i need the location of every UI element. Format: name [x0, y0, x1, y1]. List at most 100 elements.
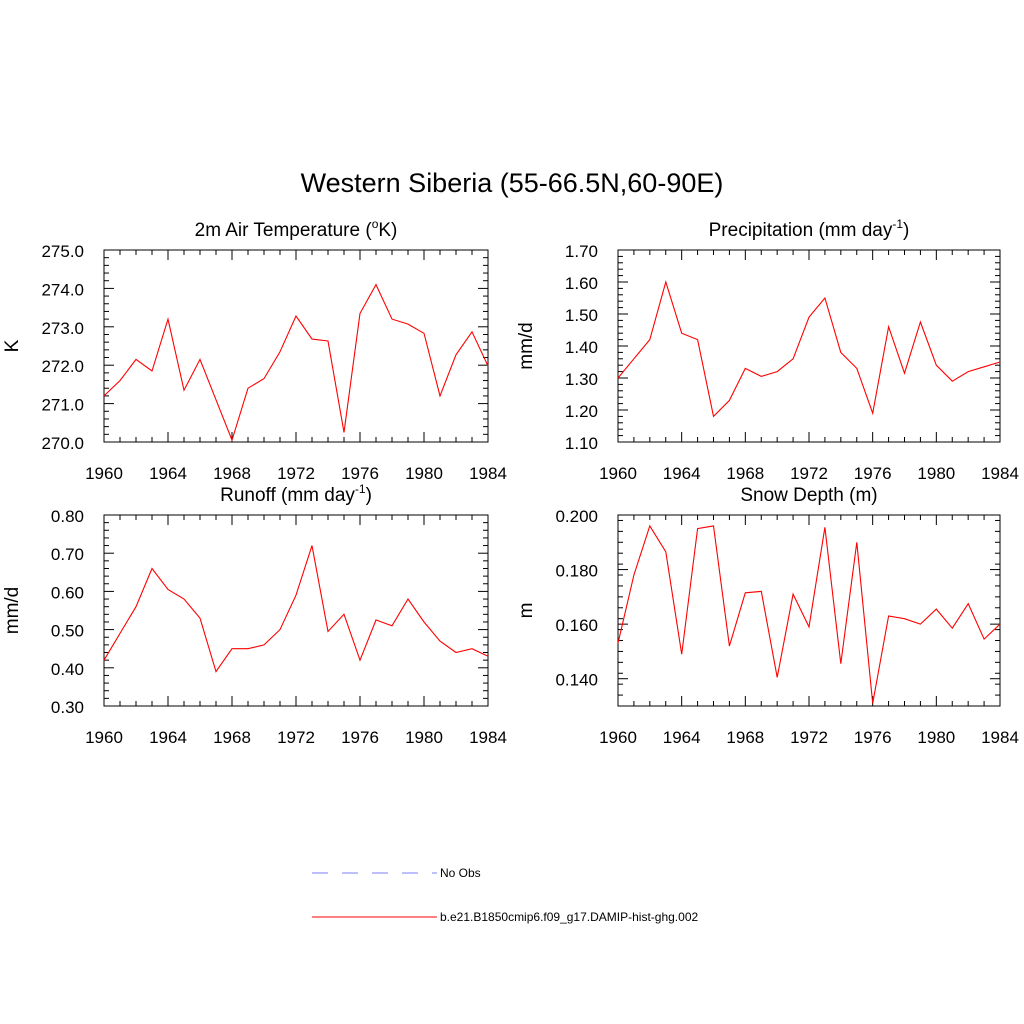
data-point: [729, 645, 730, 646]
y-tick-label: 0.50: [51, 622, 84, 641]
data-point: [279, 351, 280, 352]
data-point: [729, 400, 730, 401]
x-tick-label: 1980: [917, 728, 955, 747]
data-point: [439, 640, 440, 641]
x-tick-label: 1968: [726, 728, 764, 747]
y-tick-label: 1.10: [565, 434, 598, 453]
data-point: [151, 370, 152, 371]
data-point: [808, 317, 809, 318]
data-point: [423, 333, 424, 334]
x-tick-label: 1972: [277, 728, 315, 747]
data-point: [327, 340, 328, 341]
data-point: [279, 629, 280, 630]
y-tick-label: 1.40: [565, 338, 598, 357]
x-tick-label: 1960: [599, 464, 637, 483]
data-point: [936, 609, 937, 610]
y-tick-label: 1.50: [565, 306, 598, 325]
data-point: [263, 644, 264, 645]
y-tick-label: 0.160: [555, 616, 598, 635]
data-point: [840, 352, 841, 353]
data-point: [840, 663, 841, 664]
y-axis-label: mm/d: [516, 322, 537, 370]
data-point: [952, 628, 953, 629]
x-tick-label: 1980: [405, 728, 443, 747]
data-point: [824, 527, 825, 528]
figure-title: Western Siberia (55-66.5N,60-90E): [300, 168, 724, 198]
data-point: [375, 619, 376, 620]
data-point: [681, 654, 682, 655]
series-line-1: [103, 283, 489, 442]
data-point: [183, 390, 184, 391]
x-tick-label: 1964: [663, 464, 701, 483]
data-point: [968, 603, 969, 604]
panel-title: 2m Air Temperature (oK): [195, 217, 398, 241]
data-point: [455, 652, 456, 653]
y-axis-label: mm/d: [2, 587, 23, 635]
data-point: [391, 319, 392, 320]
data-point: [999, 624, 1000, 625]
x-tick-label: 1972: [790, 464, 828, 483]
x-tick-label: 1968: [726, 464, 764, 483]
panel-title-main: Runoff (mm day: [220, 485, 355, 506]
data-point: [391, 625, 392, 626]
x-tick-label: 1964: [149, 464, 187, 483]
x-tick-label: 1984: [469, 728, 507, 747]
y-tick-label: 1.60: [565, 274, 598, 293]
panel-title-main: Precipitation (mm day: [709, 220, 893, 241]
data-point: [199, 618, 200, 619]
data-point: [761, 591, 762, 592]
x-tick-label: 1984: [981, 464, 1019, 483]
data-point: [777, 371, 778, 372]
x-tick-label: 1968: [213, 464, 251, 483]
panel-title-suffix: ): [903, 220, 909, 241]
y-tick-label: 0.40: [51, 660, 84, 679]
panel-title: Runoff (mm day-1): [220, 482, 372, 506]
plot-frame: [617, 249, 1001, 443]
data-point: [792, 594, 793, 595]
panel-title-main: 2m Air Temperature (: [195, 220, 373, 241]
data-point: [808, 626, 809, 627]
data-point: [649, 339, 650, 340]
data-point: [375, 284, 376, 285]
chart-panel-4: 1960 1964 1968 1972 1976 1980 1984 0.140 0.160 0.…: [516, 485, 1019, 747]
x-tick-label: 1976: [341, 464, 379, 483]
x-tick-label: 1972: [790, 728, 828, 747]
data-point: [311, 545, 312, 546]
y-tick-label: 0.140: [555, 671, 598, 690]
data-point: [487, 656, 488, 657]
x-tick-label: 1960: [599, 728, 637, 747]
data-point: [407, 598, 408, 599]
data-point: [103, 395, 104, 396]
series-line-1: [103, 545, 489, 673]
x-tick-label: 1984: [981, 728, 1019, 747]
data-point: [761, 376, 762, 377]
x-tick-label: 1960: [85, 728, 123, 747]
data-point: [888, 326, 889, 327]
data-point: [135, 606, 136, 607]
data-point: [167, 589, 168, 590]
panel-title-superscript: -1: [355, 482, 366, 496]
data-point: [167, 319, 168, 320]
x-tick-label: 1964: [149, 728, 187, 747]
y-tick-label: 0.60: [51, 583, 84, 602]
x-tick-label: 1976: [854, 728, 892, 747]
data-point: [119, 633, 120, 634]
data-point: [872, 703, 873, 704]
panel-title: Snow Depth (m): [740, 485, 877, 506]
y-tick-label: 0.200: [555, 507, 598, 526]
data-point: [904, 373, 905, 374]
data-point: [872, 413, 873, 414]
data-point: [936, 365, 937, 366]
x-tick-label: 1976: [341, 728, 379, 747]
data-point: [633, 574, 634, 575]
data-point: [681, 333, 682, 334]
data-point: [633, 358, 634, 359]
data-point: [792, 358, 793, 359]
y-tick-label: 0.70: [51, 545, 84, 564]
data-point: [983, 639, 984, 640]
data-point: [183, 598, 184, 599]
data-point: [359, 660, 360, 661]
data-point: [407, 324, 408, 325]
data-point: [983, 366, 984, 367]
